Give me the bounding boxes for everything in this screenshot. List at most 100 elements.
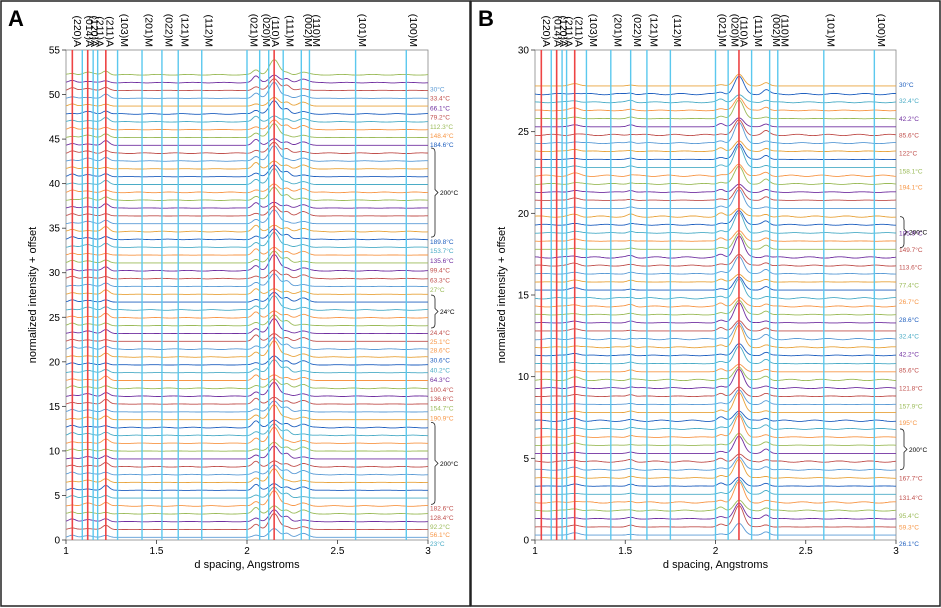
- temperature-label: 189.8°C: [430, 238, 454, 246]
- y-tick-label: 30: [49, 268, 61, 279]
- hkl-label: (002)M: [770, 14, 782, 47]
- temperature-label: 27°C: [430, 286, 445, 294]
- x-axis-label: d spacing, Angstroms: [194, 559, 300, 571]
- hkl-label: (101)M: [824, 14, 836, 47]
- temperature-label: 32.4°C: [899, 97, 919, 105]
- y-tick-label: 0: [54, 536, 60, 547]
- temperature-label: 59.3°C: [899, 523, 919, 531]
- y-tick-label: 0: [523, 536, 529, 547]
- temperature-label: 23°C: [430, 540, 445, 548]
- temperature-label: 33.4°C: [430, 95, 450, 103]
- temperature-label: 136.6°C: [430, 395, 454, 403]
- bracket-label: 200°C: [909, 446, 927, 454]
- hkl-label: (110)A: [269, 16, 281, 47]
- y-tick-label: 25: [518, 127, 530, 138]
- temperature-label: 121.8°C: [899, 385, 923, 393]
- hkl-label: (211)A: [104, 16, 116, 47]
- temperature-label: 25.1°C: [430, 338, 450, 346]
- x-tick-label: 1.5: [618, 546, 632, 557]
- bracket-label: 24°C: [440, 308, 455, 316]
- temperature-label: 42.2°C: [899, 350, 919, 358]
- temperature-label: 42.2°C: [899, 115, 919, 123]
- hkl-label: (111)M: [284, 15, 296, 47]
- temperature-label: 128.4°C: [430, 514, 454, 522]
- temperature-label: 56.1°C: [430, 531, 450, 539]
- bracket-label: 200°C: [909, 229, 927, 237]
- temperature-label: 154.7°C: [430, 405, 454, 413]
- y-tick-label: 5: [54, 491, 60, 502]
- temperature-label: 32.4°C: [899, 332, 919, 340]
- hkl-label: (110)A: [738, 16, 750, 47]
- temperature-label: 194.1°C: [899, 184, 923, 192]
- hkl-label: (103)M: [587, 14, 599, 47]
- y-tick-label: 5: [523, 454, 529, 465]
- bracket-label: 200°C: [440, 189, 458, 197]
- hkl-label: (120)A: [88, 15, 100, 47]
- x-tick-label: 3: [893, 546, 899, 557]
- temperature-label: 28.6°C: [899, 316, 919, 324]
- temperature-label: 66.1°C: [430, 104, 450, 112]
- temperature-label: 95.4°C: [899, 512, 919, 520]
- x-tick-label: 2.5: [799, 546, 813, 557]
- y-tick-label: 15: [518, 291, 530, 302]
- y-axis-label: normalized intensity + offset: [496, 227, 508, 363]
- hkl-label: (201)M: [611, 14, 623, 47]
- y-tick-label: 45: [49, 135, 61, 146]
- panel-letter: A: [8, 6, 24, 31]
- y-tick-label: 25: [49, 313, 61, 324]
- hkl-label: (220)A: [71, 15, 83, 47]
- hkl-label: (201)M: [143, 14, 155, 47]
- hkl-label: (103)M: [118, 14, 130, 47]
- hkl-label: (021)M: [716, 14, 728, 47]
- temperature-label: 131.4°C: [899, 494, 923, 502]
- temperature-label: 30°C: [430, 86, 445, 94]
- x-tick-label: 1.5: [150, 546, 164, 557]
- y-axis-label: normalized intensity + offset: [27, 227, 39, 363]
- y-tick-label: 20: [518, 209, 530, 220]
- y-tick-label: 50: [49, 90, 61, 101]
- temperature-label: 100.4°C: [430, 386, 454, 394]
- hkl-label: (220)A: [540, 15, 552, 47]
- y-tick-label: 20: [49, 357, 61, 368]
- temperature-label: 64.3°C: [430, 376, 450, 384]
- hkl-label: (100)M: [875, 14, 887, 47]
- hkl-label: (110)M: [778, 15, 790, 47]
- hkl-label: (110)M: [310, 15, 322, 47]
- temperature-label: 40.2°C: [430, 366, 450, 374]
- x-tick-label: 2: [244, 546, 250, 557]
- bracket: [899, 216, 908, 249]
- y-tick-label: 35: [49, 224, 61, 235]
- bracket-label: 200°C: [440, 460, 458, 468]
- temperature-label: 99.4°C: [430, 267, 450, 275]
- temperature-label: 185.9°C: [899, 229, 923, 237]
- bracket: [430, 147, 439, 238]
- hkl-label: (111)M: [752, 15, 764, 47]
- x-tick-label: 2: [713, 546, 719, 557]
- y-tick-label: 30: [518, 46, 530, 57]
- y-tick-label: 10: [49, 446, 61, 457]
- hkl-label: (020)M: [729, 14, 741, 47]
- hkl-label: (211)A: [94, 16, 106, 47]
- hkl-label: (211)A: [573, 16, 585, 47]
- y-tick-label: 40: [49, 179, 61, 190]
- temperature-label: 167.7°C: [899, 474, 923, 482]
- temperature-label: 190.9°C: [430, 414, 454, 422]
- hkl-label: (112)M: [671, 15, 683, 47]
- temperature-label: 28.6°C: [430, 347, 450, 355]
- panel-b-frame: [470, 0, 941, 607]
- temperature-label: 30.6°C: [430, 357, 450, 365]
- bracket: [430, 294, 439, 329]
- temperature-label: 148.4°C: [430, 132, 454, 140]
- hkl-label: (002)M: [302, 14, 314, 47]
- hkl-label: (121)M: [179, 14, 191, 47]
- temperature-label: 122°C: [899, 149, 917, 157]
- hkl-label: (101)M: [356, 14, 368, 47]
- panel-a: A (220)A (014)A(120)A(211)A(211)A (103)M (20…: [8, 6, 458, 571]
- x-tick-label: 3: [425, 546, 431, 557]
- hkl-label: (121)M: [647, 14, 659, 47]
- hkl-label: (022)M: [631, 14, 643, 47]
- temperature-label: 153.7°C: [430, 247, 454, 255]
- temperature-label: 63.3°C: [430, 276, 450, 284]
- temperature-label: 77.4°C: [899, 282, 919, 290]
